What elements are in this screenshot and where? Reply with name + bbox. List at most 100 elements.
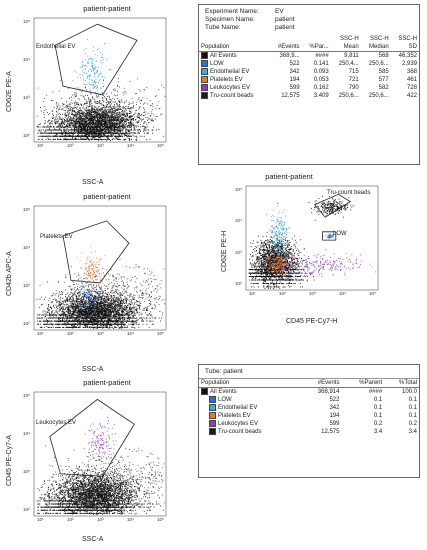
summary-population-cell: All Events [199,388,301,397]
y-tick-label: 10² [23,507,30,512]
event-dots [36,245,166,329]
stats-mean-cell: 250,6... [338,93,359,100]
plot1-title: patient-patient [83,4,131,13]
stats-population-cell: Tru-count beads [199,92,270,100]
tube-name-label: Tube Name: [205,24,241,31]
stats-median-cell: 250,6... [368,93,389,100]
sum-col-events: #Events [300,379,342,388]
plot-frame [33,205,167,331]
summary-population-cell: Endothelial EV [199,404,301,412]
stats-row: Platelets EV 194 0.053 721 577 461 [199,76,419,84]
stats-sd-cell: 728 [406,85,417,92]
summary-body: All Events 368,914 #### 100.0 LOW 522 0.1 0.1 En… [199,388,419,437]
summary-row: Endothelial EV 342 0.1 0.1 [199,404,419,412]
scatter-plot-endothelial: Endothelial EV 10¹ 10² 10³ 10⁴ 10⁵ 10⁵ 10⁴ 10³ 1… [20,14,170,154]
gate-label-endothelial: Endothelial EV [36,44,76,50]
plot1-ylabel: CD62E PE-A [6,71,13,112]
summary-row: Leukocytes EV 599 0.2 0.2 [199,420,419,428]
summary-row: Platelets EV 194 0.1 0.1 [199,412,419,420]
col-ssc-mean: SSC-H Mean [330,35,361,52]
plot2-xlabel: SSC-A [82,366,104,373]
stats-par-cell: #### [315,53,329,60]
x-tick-label: 10⁴ [339,291,347,296]
stats-par-cell: 0.093 [313,69,329,76]
stats-row: All Events 368,9... #### 9,811 568 46,352 [199,52,419,61]
plot2-ylabel: CD42b APC-A [6,251,13,296]
population-color-swatch [209,428,216,436]
stats-sd-cell: 461 [406,77,417,84]
population-name: All Events [210,389,237,396]
plot4-svg [245,185,379,291]
x-tick-label: 10² [67,517,74,522]
x-tick-label: 10³ [97,517,104,522]
population-name: Leukocytes EV [218,421,259,428]
col-parent: %Par... [301,35,331,52]
stats-median-cell: 250,6... [368,61,389,68]
stats-population-cell: LOW [199,60,270,68]
y-tick-label: 10⁴ [23,245,31,250]
summary-parent-cell: 0.1 [373,413,383,420]
experiment-name-label: Experiment Name: [205,8,259,15]
stats-population-cell: Leukocytes EV [199,84,270,92]
plot4-title: patient-patient [265,172,313,181]
x-tick-label: 10² [67,143,74,148]
summary-header-row: Population #Events %Parent %Total [199,379,419,388]
y-tick-label: 10² [23,321,30,326]
summary-parent-cell: 0.1 [373,397,383,404]
scatter-plot-cd45-cd62e: Tru-count beads LOW 10¹ 10² 10³ 10⁴ 10⁵ 10⁵ 10… [232,182,382,302]
tube-header: Tube: patient [199,365,419,379]
stats-par-cell: 0.141 [313,61,329,68]
gate-label-trucount: Tru-count beads [327,190,371,196]
x-tick-label: 10³ [97,331,104,336]
x-tick-label: 10⁵ [157,331,165,336]
summary-row: Tru-count beads 12,575 3.4 3.4 [199,428,419,436]
population-name: All Events [210,53,237,60]
y-tick-label: 10⁴ [235,218,243,224]
y-tick-label: 10⁵ [23,19,31,24]
stats-events-cell: 12,575 [281,93,300,100]
experiment-name-value: EV [275,8,284,15]
stats-mean-cell: 715 [348,69,359,76]
x-tick-label: 10² [67,331,74,336]
population-color-swatch [209,404,216,412]
summary-parent-cell: 0.1 [373,405,383,412]
stats-population-cell: Endothelial EV [199,68,270,76]
population-name: Endothelial EV [218,405,258,412]
gate-leukocytes [49,398,135,477]
population-color-swatch [201,68,208,76]
plot2-title: patient-patient [83,192,131,201]
gate-label-platelets: Platelets EV [40,234,73,240]
x-tick-label: 10⁵ [157,517,165,522]
summary-total-cell: 3.4 [408,429,417,436]
y-tick-label: 10⁴ [23,431,31,436]
summary-events-cell: 12,575 [321,429,340,436]
plot4-ylabel: CD62E PE-H [221,230,228,272]
stats-events-cell: 194 [289,77,300,84]
tube-value: patient [223,368,243,375]
population-name: LOW [210,61,224,68]
plot3-svg [33,391,167,517]
stats-header-row: Population #Events %Par... SSC-H Mean SS… [199,35,419,52]
y-tick-label: 10³ [23,283,30,288]
summary-total-cell: 0.1 [408,405,417,412]
plot-frame [33,17,167,143]
tube-label: Tube: [205,368,222,375]
x-tick-label: 10⁴ [127,517,135,522]
stats-par-cell: 0.162 [313,85,329,92]
x-tick-label: 10¹ [37,143,44,148]
population-name: Platelets EV [210,77,243,84]
plot-frame [245,185,379,291]
stats-body: All Events 368,9... #### 9,811 568 46,352 LOW 5… [199,52,419,101]
population-color-swatch [201,76,208,84]
summary-population-cell: Platelets EV [199,412,301,420]
stats-sd-cell: 46,352 [398,53,417,60]
stats-population-cell: All Events [199,52,270,61]
stats-events-cell: 522 [289,61,300,68]
summary-events-cell: 522 [329,397,340,404]
population-color-swatch [209,396,216,404]
stats-par-cell: 0.053 [313,77,329,84]
y-tick-label: 10³ [23,469,30,474]
stats-mean-cell: 9,811 [344,53,359,60]
specimen-name-label: Specimen Name: [205,16,255,23]
y-tick-label: 10² [23,133,30,138]
